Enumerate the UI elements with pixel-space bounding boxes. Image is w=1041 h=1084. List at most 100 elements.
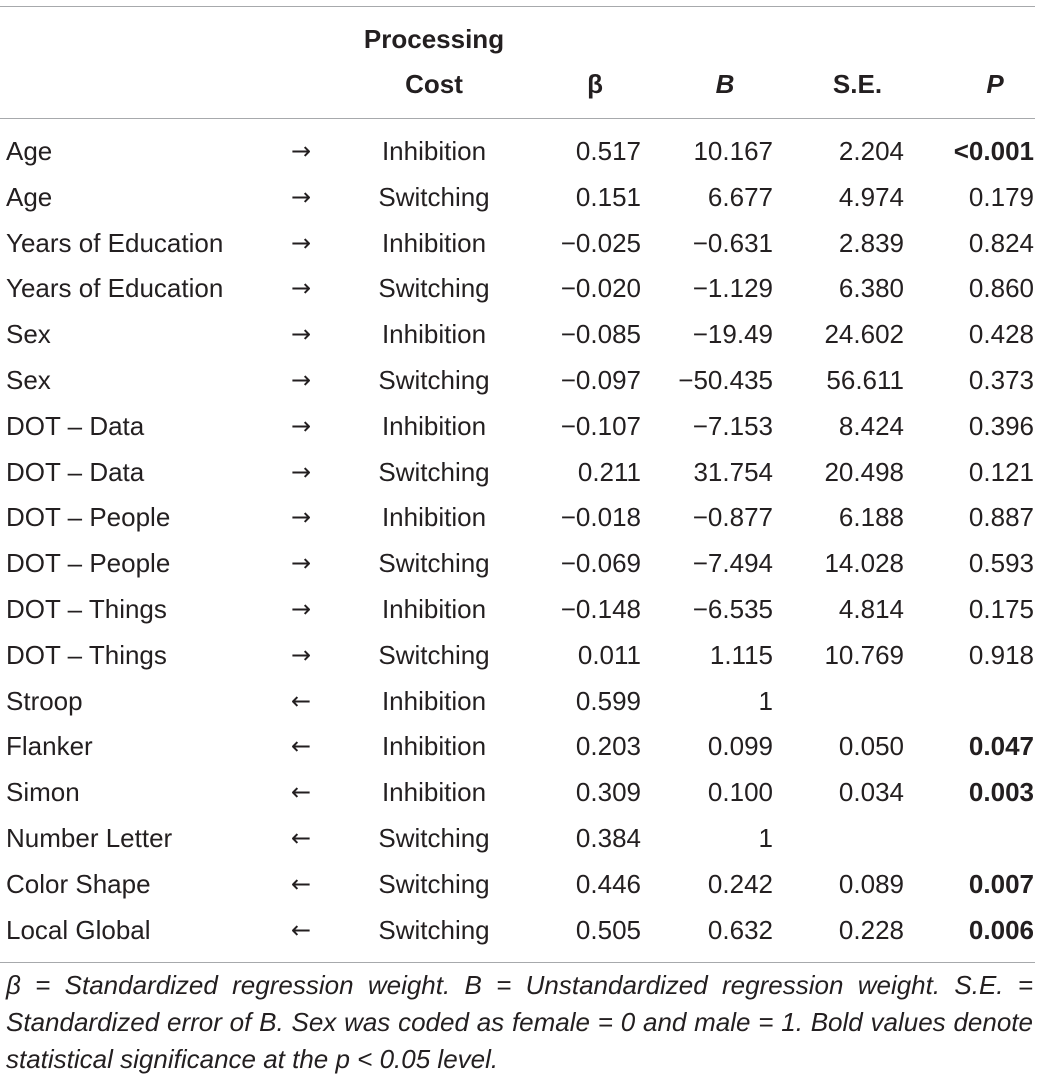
row-se: 6.380 bbox=[838, 273, 904, 304]
row-processing-cost: Switching bbox=[378, 639, 490, 670]
table-row: Color Shape ← Switching 0.446 0.242 0.089 0.00… bbox=[0, 862, 1035, 908]
row-p: 0.824 bbox=[968, 227, 1034, 258]
row-p: 0.428 bbox=[968, 319, 1034, 350]
row-p: 0.918 bbox=[968, 639, 1034, 670]
row-processing-cost: Inhibition bbox=[381, 593, 487, 624]
row-arrow: ← bbox=[290, 686, 312, 715]
row-beta: 0.517 bbox=[575, 136, 641, 166]
row-label: Years of Education bbox=[6, 273, 224, 304]
row-processing-cost: Inhibition bbox=[381, 227, 487, 258]
row-beta: −0.025 bbox=[560, 227, 641, 258]
row-p: 0.373 bbox=[968, 364, 1034, 395]
row-processing-cost: Switching bbox=[378, 364, 490, 395]
row-processing-cost: Switching bbox=[378, 456, 490, 487]
row-beta: −0.148 bbox=[560, 593, 641, 624]
table-footnote: β = Standardized regression weight. B = … bbox=[6, 970, 1033, 1074]
row-arrow: → bbox=[290, 182, 312, 211]
row-arrow: → bbox=[290, 640, 312, 669]
row-beta: 0.505 bbox=[575, 914, 641, 945]
row-arrow: → bbox=[290, 365, 312, 394]
row-arrow: → bbox=[290, 503, 312, 532]
row-se: 6.188 bbox=[838, 502, 904, 533]
row-beta: −0.018 bbox=[560, 502, 641, 533]
row-arrow: ← bbox=[290, 778, 312, 807]
row-arrow: → bbox=[290, 594, 312, 623]
row-label: Color Shape bbox=[6, 868, 151, 899]
table-row: DOT – Data → Inhibition −0.107 −7.153 8.424 0.… bbox=[0, 404, 1035, 450]
row-label: DOT – People bbox=[6, 548, 171, 579]
row-se: 0.089 bbox=[838, 868, 904, 899]
row-arrow: → bbox=[290, 320, 312, 349]
table-header: Processing Cost β B S.E. P bbox=[0, 7, 1035, 118]
row-p: 0.121 bbox=[968, 456, 1034, 487]
table-row: Years of Education → Inhibition −0.025 −0.63… bbox=[0, 221, 1035, 267]
row-se: 2.204 bbox=[838, 136, 904, 166]
row-processing-cost: Inhibition bbox=[381, 410, 487, 441]
row-beta: −0.097 bbox=[560, 364, 641, 395]
row-B: 0.100 bbox=[707, 777, 773, 808]
row-se: 56.611 bbox=[826, 364, 904, 395]
header-p: P bbox=[986, 69, 1004, 99]
row-label: Simon bbox=[6, 777, 80, 808]
row-label: Sex bbox=[6, 319, 51, 350]
row-beta: 0.384 bbox=[575, 822, 641, 853]
row-label: Age bbox=[6, 181, 53, 212]
row-arrow: → bbox=[290, 137, 312, 165]
table-row: Local Global ← Switching 0.505 0.632 0.228 0.0… bbox=[0, 908, 1035, 954]
row-processing-cost: Inhibition bbox=[381, 136, 487, 166]
row-arrow: ← bbox=[290, 823, 312, 852]
row-p: 0.007 bbox=[968, 868, 1034, 899]
row-arrow: → bbox=[290, 228, 312, 257]
row-label: DOT – People bbox=[6, 502, 171, 533]
row-p: 0.887 bbox=[968, 502, 1034, 533]
row-beta: 0.446 bbox=[575, 868, 641, 899]
table-row: Simon ← Inhibition 0.309 0.100 0.034 0.003 bbox=[0, 770, 1035, 816]
row-processing-cost: Switching bbox=[378, 868, 490, 899]
row-p: 0.396 bbox=[968, 410, 1034, 441]
row-beta: −0.085 bbox=[560, 319, 641, 350]
row-se: 10.769 bbox=[824, 639, 904, 670]
row-label: Local Global bbox=[6, 914, 151, 945]
row-p: <0.001 bbox=[953, 136, 1034, 166]
row-label: DOT – Things bbox=[6, 593, 167, 624]
row-B: −50.435 bbox=[678, 364, 773, 395]
row-arrow: ← bbox=[290, 915, 312, 944]
row-se: 24.602 bbox=[824, 319, 904, 350]
row-B: 0.242 bbox=[707, 868, 773, 899]
row-p: 0.175 bbox=[968, 593, 1034, 624]
table-row: Number Letter ← Switching 0.384 1 bbox=[0, 816, 1035, 862]
row-beta: −0.069 bbox=[560, 548, 641, 579]
row-processing-cost: Inhibition bbox=[381, 777, 487, 808]
row-se: 0.034 bbox=[838, 777, 904, 808]
row-label: DOT – Data bbox=[6, 456, 145, 487]
row-B: 0.099 bbox=[707, 731, 773, 762]
row-B: 1 bbox=[758, 822, 773, 853]
row-B: 10.167 bbox=[693, 136, 773, 166]
row-beta: 0.211 bbox=[577, 456, 641, 487]
header-se: S.E. bbox=[832, 69, 883, 99]
row-label: Flanker bbox=[6, 731, 93, 762]
row-B: −7.494 bbox=[692, 548, 773, 579]
row-p: 0.179 bbox=[968, 181, 1034, 212]
header-cost: Cost bbox=[405, 69, 463, 99]
table-row: DOT – Data → Switching 0.211 31.754 20.498 0.1… bbox=[0, 450, 1035, 496]
row-arrow: → bbox=[290, 457, 312, 486]
row-se: 20.498 bbox=[824, 456, 904, 487]
table-row: DOT – People → Inhibition −0.018 −0.877 6.188… bbox=[0, 495, 1035, 541]
table-row: Flanker ← Inhibition 0.203 0.099 0.050 0.047 bbox=[0, 724, 1035, 770]
row-arrow: → bbox=[290, 274, 312, 303]
row-processing-cost: Switching bbox=[378, 181, 490, 212]
header-rule bbox=[0, 118, 1035, 119]
table-top-rule bbox=[0, 6, 1035, 7]
row-processing-cost: Switching bbox=[378, 273, 490, 304]
table-row: Age → Switching 0.151 6.677 4.974 0.179 bbox=[0, 175, 1035, 221]
row-B: −7.153 bbox=[692, 410, 773, 441]
row-se: 4.974 bbox=[838, 181, 904, 212]
row-processing-cost: Inhibition bbox=[381, 685, 487, 716]
row-label: DOT – Data bbox=[6, 410, 145, 441]
table-bottom-rule bbox=[0, 962, 1035, 963]
row-processing-cost: Switching bbox=[378, 822, 490, 853]
row-B: −6.535 bbox=[692, 593, 773, 624]
row-label: Years of Education bbox=[6, 227, 224, 258]
row-label: Sex bbox=[6, 364, 51, 395]
